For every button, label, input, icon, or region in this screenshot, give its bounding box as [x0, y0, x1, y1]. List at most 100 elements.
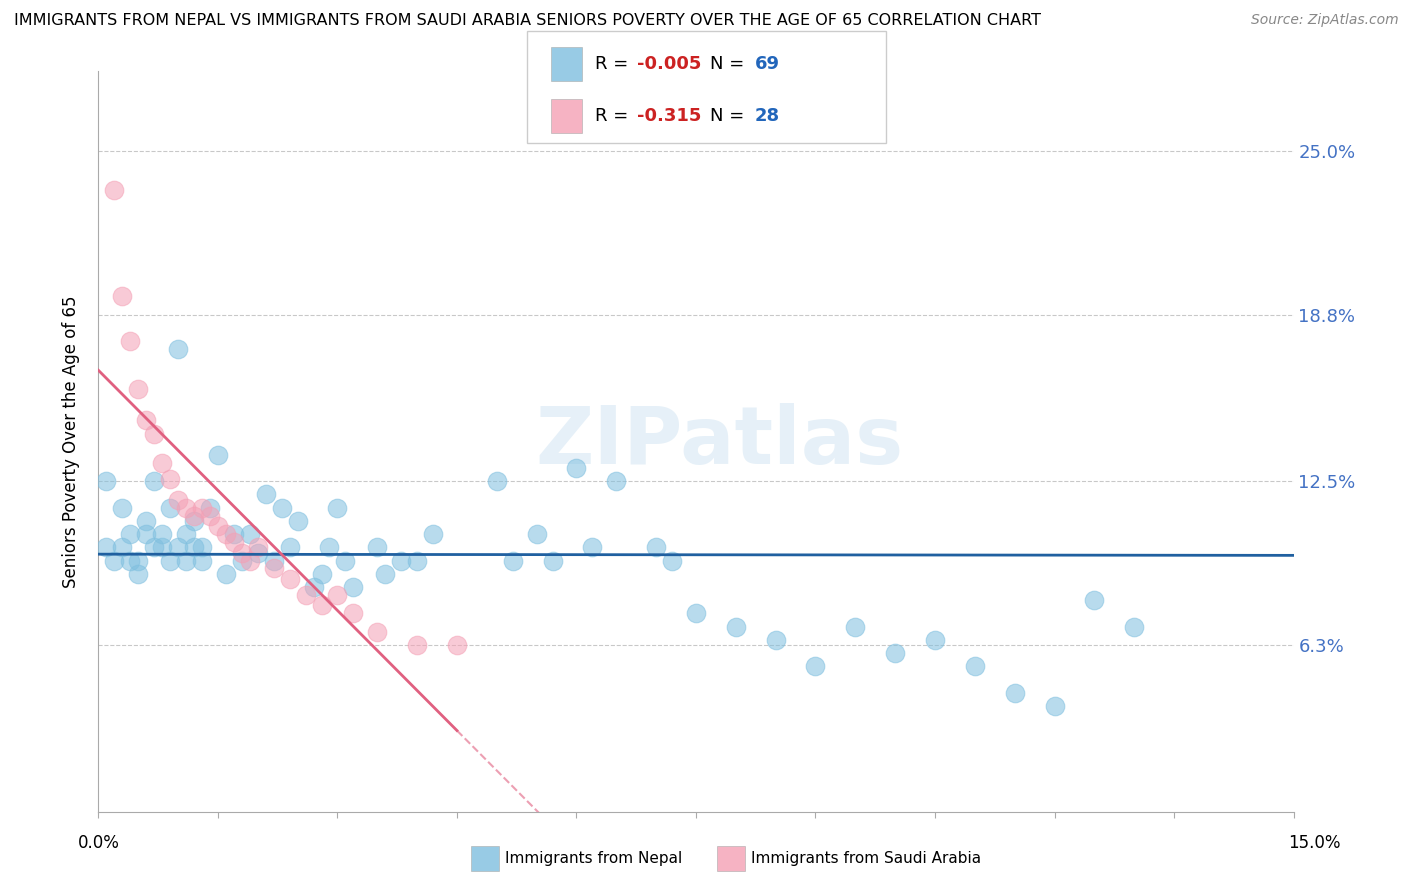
Point — [541, 553, 564, 567]
Point — [143, 541, 166, 555]
Point — [127, 382, 149, 396]
Point — [174, 527, 197, 541]
Point — [150, 456, 173, 470]
Point — [661, 553, 683, 567]
Point — [804, 659, 827, 673]
Point — [246, 541, 269, 555]
Point — [605, 474, 627, 488]
Text: Immigrants from Nepal: Immigrants from Nepal — [505, 851, 682, 865]
Point — [231, 546, 253, 560]
Point — [96, 474, 118, 488]
Text: 0.0%: 0.0% — [77, 834, 120, 852]
Point — [765, 632, 787, 647]
Point — [239, 553, 262, 567]
Point — [963, 659, 986, 673]
Point — [374, 566, 396, 581]
Point — [254, 487, 277, 501]
Text: Immigrants from Saudi Arabia: Immigrants from Saudi Arabia — [751, 851, 981, 865]
Point — [103, 183, 125, 197]
Point — [389, 553, 412, 567]
Point — [231, 553, 253, 567]
Point — [1123, 619, 1146, 633]
Point — [135, 413, 157, 427]
Point — [183, 541, 205, 555]
Point — [645, 541, 668, 555]
Point — [198, 508, 221, 523]
Point — [342, 580, 364, 594]
Point — [191, 500, 214, 515]
Point — [239, 527, 262, 541]
Point — [270, 500, 292, 515]
Point — [96, 541, 118, 555]
Point — [103, 553, 125, 567]
Point — [278, 541, 301, 555]
Point — [150, 541, 173, 555]
Text: 15.0%: 15.0% — [1288, 834, 1341, 852]
Point — [1004, 686, 1026, 700]
Point — [246, 546, 269, 560]
Point — [278, 572, 301, 586]
Point — [159, 553, 181, 567]
Y-axis label: Seniors Poverty Over the Age of 65: Seniors Poverty Over the Age of 65 — [62, 295, 80, 588]
Point — [191, 553, 214, 567]
Text: R =: R = — [595, 107, 634, 125]
Point — [215, 566, 238, 581]
Text: IMMIGRANTS FROM NEPAL VS IMMIGRANTS FROM SAUDI ARABIA SENIORS POVERTY OVER THE A: IMMIGRANTS FROM NEPAL VS IMMIGRANTS FROM… — [14, 13, 1040, 29]
Text: N =: N = — [710, 107, 749, 125]
Point — [263, 561, 285, 575]
Point — [844, 619, 866, 633]
Point — [159, 472, 181, 486]
Point — [422, 527, 444, 541]
Point — [167, 492, 190, 507]
Point — [183, 514, 205, 528]
Text: 69: 69 — [755, 55, 780, 73]
Point — [326, 588, 349, 602]
Point — [884, 646, 907, 660]
Point — [311, 599, 333, 613]
Point — [135, 514, 157, 528]
Point — [485, 474, 508, 488]
Text: 28: 28 — [755, 107, 780, 125]
Point — [406, 638, 429, 652]
Point — [685, 607, 707, 621]
Point — [1043, 698, 1066, 713]
Point — [565, 461, 588, 475]
Point — [1083, 593, 1105, 607]
Point — [406, 553, 429, 567]
Point — [326, 500, 349, 515]
Point — [198, 500, 221, 515]
Point — [127, 566, 149, 581]
Point — [167, 342, 190, 356]
Text: -0.315: -0.315 — [637, 107, 702, 125]
Point — [183, 508, 205, 523]
Point — [191, 541, 214, 555]
Point — [120, 527, 142, 541]
Point — [135, 527, 157, 541]
Point — [222, 535, 245, 549]
Point — [335, 553, 357, 567]
Text: N =: N = — [710, 55, 749, 73]
Point — [159, 500, 181, 515]
Text: ZIPatlas: ZIPatlas — [536, 402, 904, 481]
Point — [111, 500, 134, 515]
Point — [302, 580, 325, 594]
Point — [366, 624, 388, 639]
Point — [526, 527, 548, 541]
Point — [581, 541, 603, 555]
Point — [222, 527, 245, 541]
Point — [207, 519, 229, 533]
Point — [342, 607, 364, 621]
Text: R =: R = — [595, 55, 634, 73]
Point — [120, 553, 142, 567]
Point — [174, 553, 197, 567]
Point — [111, 541, 134, 555]
Point — [318, 541, 340, 555]
Point — [127, 553, 149, 567]
Point — [150, 527, 173, 541]
Point — [174, 500, 197, 515]
Point — [446, 638, 468, 652]
Point — [215, 527, 238, 541]
Point — [111, 289, 134, 303]
Point — [167, 541, 190, 555]
Point — [120, 334, 142, 348]
